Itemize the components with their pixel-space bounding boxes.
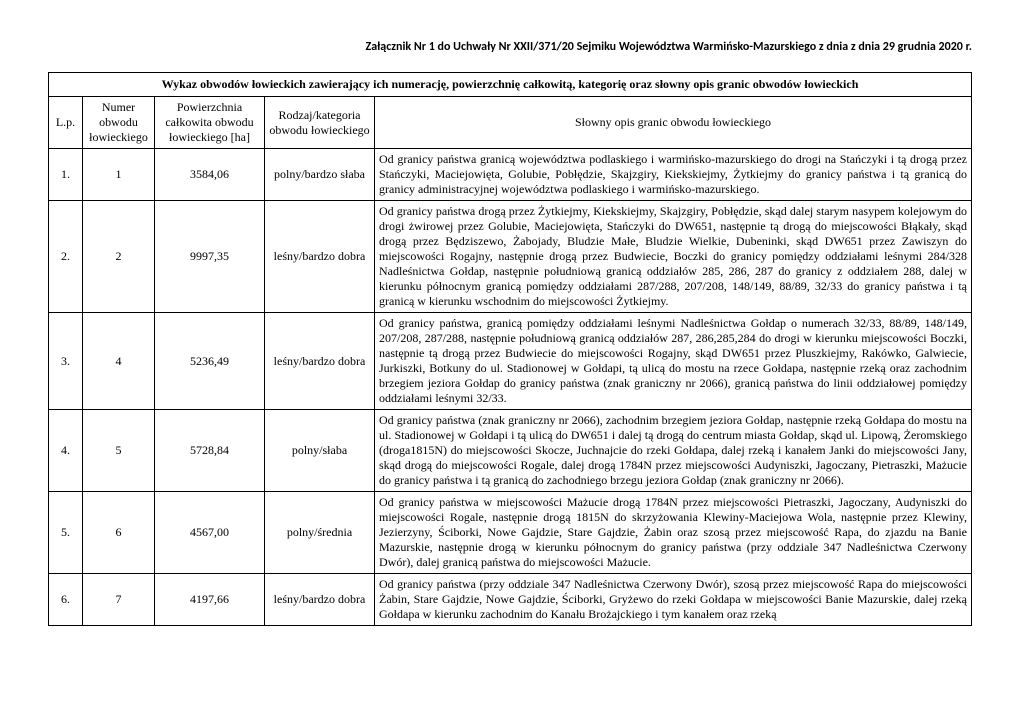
cell-powierzchnia: 5728,84 bbox=[155, 410, 265, 492]
cell-rodzaj: polny/słaba bbox=[265, 410, 375, 492]
cell-opis: Od granicy państwa, granicą pomiędzy odd… bbox=[375, 313, 972, 410]
col-opis: Słowny opis granic obwodu łowieckiego bbox=[375, 97, 972, 149]
cell-opis: Od granicy państwa (znak graniczny nr 20… bbox=[375, 410, 972, 492]
col-lp: L.p. bbox=[49, 97, 83, 149]
cell-powierzchnia: 3584,06 bbox=[155, 149, 265, 201]
table-row: 6.74197,66leśny/bardzo dobraOd granicy p… bbox=[49, 574, 972, 626]
cell-lp: 6. bbox=[49, 574, 83, 626]
table-row: 1.13584,06polny/bardzo słabaOd granicy p… bbox=[49, 149, 972, 201]
cell-powierzchnia: 4197,66 bbox=[155, 574, 265, 626]
cell-numer: 2 bbox=[83, 201, 155, 313]
cell-numer: 6 bbox=[83, 492, 155, 574]
cell-opis: Od granicy państwa granicą województwa p… bbox=[375, 149, 972, 201]
table-row: 4.55728,84polny/słabaOd granicy państwa … bbox=[49, 410, 972, 492]
col-powierzchnia: Powierzchnia całkowita obwodu łowieckieg… bbox=[155, 97, 265, 149]
table-body: 1.13584,06polny/bardzo słabaOd granicy p… bbox=[49, 149, 972, 626]
cell-lp: 2. bbox=[49, 201, 83, 313]
cell-powierzchnia: 4567,00 bbox=[155, 492, 265, 574]
cell-lp: 1. bbox=[49, 149, 83, 201]
cell-opis: Od granicy państwa drogą przez Żytkiejmy… bbox=[375, 201, 972, 313]
cell-opis: Od granicy państwa w miejscowości Mażuci… bbox=[375, 492, 972, 574]
cell-lp: 3. bbox=[49, 313, 83, 410]
cell-rodzaj: leśny/bardzo dobra bbox=[265, 574, 375, 626]
districts-table: Wykaz obwodów łowieckich zawierający ich… bbox=[48, 72, 972, 626]
cell-powierzchnia: 9997,35 bbox=[155, 201, 265, 313]
cell-opis: Od granicy państwa (przy oddziale 347 Na… bbox=[375, 574, 972, 626]
cell-rodzaj: leśny/bardzo dobra bbox=[265, 201, 375, 313]
table-row: 5.64567,00polny/średniaOd granicy państw… bbox=[49, 492, 972, 574]
cell-rodzaj: polny/bardzo słaba bbox=[265, 149, 375, 201]
cell-numer: 5 bbox=[83, 410, 155, 492]
cell-numer: 7 bbox=[83, 574, 155, 626]
cell-powierzchnia: 5236,49 bbox=[155, 313, 265, 410]
cell-rodzaj: polny/średnia bbox=[265, 492, 375, 574]
cell-numer: 1 bbox=[83, 149, 155, 201]
cell-rodzaj: leśny/bardzo dobra bbox=[265, 313, 375, 410]
cell-numer: 4 bbox=[83, 313, 155, 410]
cell-lp: 4. bbox=[49, 410, 83, 492]
table-title: Wykaz obwodów łowieckich zawierający ich… bbox=[49, 73, 972, 97]
table-row: 3.45236,49leśny/bardzo dobraOd granicy p… bbox=[49, 313, 972, 410]
col-numer: Numer obwodu łowieckiego bbox=[83, 97, 155, 149]
table-row: 2.29997,35leśny/bardzo dobraOd granicy p… bbox=[49, 201, 972, 313]
attachment-header: Załącznik Nr 1 do Uchwały Nr XXII/371/20… bbox=[48, 40, 972, 54]
cell-lp: 5. bbox=[49, 492, 83, 574]
col-rodzaj: Rodzaj/kategoria obwodu łowieckiego bbox=[265, 97, 375, 149]
